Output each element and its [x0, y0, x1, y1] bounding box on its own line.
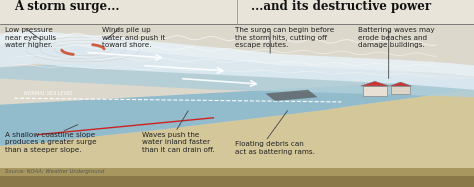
- Polygon shape: [0, 176, 474, 187]
- Text: Waves push the
water inland faster
than it can drain off.: Waves push the water inland faster than …: [142, 132, 215, 153]
- Text: NORMAL SEA LEVEL: NORMAL SEA LEVEL: [24, 91, 73, 96]
- Text: The surge can begin before
the storm hits, cutting off
escape routes.: The surge can begin before the storm hit…: [235, 27, 334, 48]
- Polygon shape: [0, 90, 474, 168]
- Bar: [363, 86, 387, 96]
- Polygon shape: [0, 41, 474, 90]
- Bar: [0, 0, 474, 24]
- Polygon shape: [390, 82, 411, 86]
- FancyArrowPatch shape: [88, 53, 161, 60]
- Polygon shape: [0, 64, 474, 97]
- FancyArrowPatch shape: [145, 66, 223, 73]
- Text: Source: NOAA; Weather Underground: Source: NOAA; Weather Underground: [5, 169, 104, 174]
- Text: A storm surge...: A storm surge...: [14, 0, 120, 13]
- FancyArrowPatch shape: [183, 79, 256, 86]
- Text: Low pressure
near eye pulls
water higher.: Low pressure near eye pulls water higher…: [5, 27, 56, 48]
- Polygon shape: [361, 81, 389, 86]
- Polygon shape: [0, 30, 474, 77]
- Polygon shape: [0, 79, 474, 146]
- Text: Floating debris can
act as battering rams.: Floating debris can act as battering ram…: [235, 141, 315, 155]
- Polygon shape: [0, 168, 474, 176]
- Text: ...and its destructive power: ...and its destructive power: [251, 0, 431, 13]
- Text: Winds pile up
water and push it
toward shore.: Winds pile up water and push it toward s…: [102, 27, 165, 48]
- Text: Battering waves may
erode beaches and
damage buildings.: Battering waves may erode beaches and da…: [358, 27, 435, 48]
- Bar: [391, 86, 410, 94]
- Bar: [0, 24, 474, 187]
- Polygon shape: [265, 90, 318, 101]
- Text: A shallow coastline slope
produces a greater surge
than a steeper slope.: A shallow coastline slope produces a gre…: [5, 132, 96, 153]
